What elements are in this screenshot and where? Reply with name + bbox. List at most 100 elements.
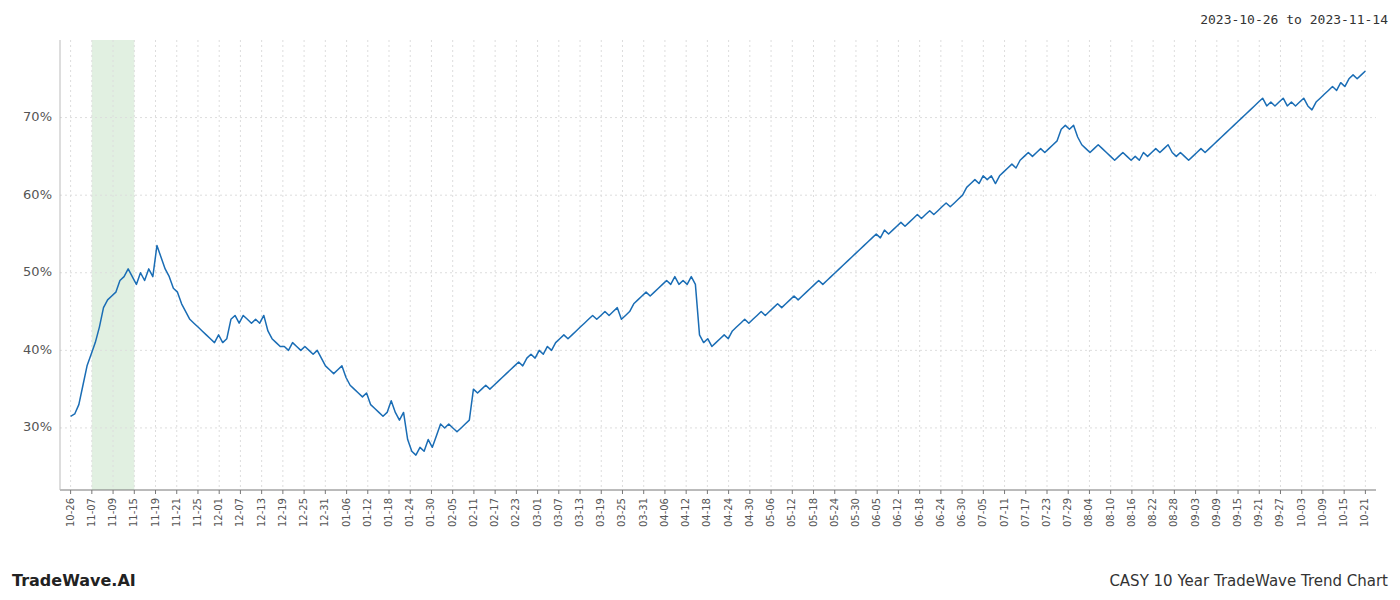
x-grid-line — [1301, 40, 1302, 490]
x-tick — [813, 490, 814, 494]
chart-container: 30%40%50%60%70%10-2611-0711-0911-1511-19… — [0, 0, 1400, 600]
x-grid-line — [1089, 40, 1090, 490]
x-grid-line — [962, 40, 963, 490]
x-tick — [1259, 490, 1260, 494]
x-tick — [686, 490, 687, 494]
x-tick — [282, 490, 283, 494]
x-grid-line — [91, 40, 92, 490]
x-grid-line — [134, 40, 135, 490]
x-tick — [1322, 490, 1323, 494]
x-grid-line — [367, 40, 368, 490]
x-tick-label: 12-31 — [319, 498, 330, 527]
x-tick-label: 02-23 — [510, 498, 521, 527]
x-tick — [410, 490, 411, 494]
x-tick-label: 07-05 — [977, 498, 988, 527]
x-tick-label: 12-13 — [256, 498, 267, 527]
x-tick — [537, 490, 538, 494]
x-tick-label: 11-09 — [107, 498, 118, 527]
x-grid-line — [176, 40, 177, 490]
x-tick — [728, 490, 729, 494]
line-group — [71, 71, 1366, 455]
y-grid-line — [60, 272, 1376, 273]
x-grid-line — [1047, 40, 1048, 490]
x-grid-line — [70, 40, 71, 490]
x-tick — [91, 490, 92, 494]
x-tick — [452, 490, 453, 494]
x-tick — [516, 490, 517, 494]
x-tick-label: 02-17 — [489, 498, 500, 527]
x-tick — [1068, 490, 1069, 494]
x-tick — [558, 490, 559, 494]
x-tick — [940, 490, 941, 494]
x-tick — [792, 490, 793, 494]
x-grid-line — [1238, 40, 1239, 490]
x-grid-line — [877, 40, 878, 490]
x-tick — [962, 490, 963, 494]
x-tick-label: 01-18 — [383, 498, 394, 527]
x-tick-label: 06-05 — [871, 498, 882, 527]
x-grid-line — [1131, 40, 1132, 490]
x-tick — [325, 490, 326, 494]
x-tick-label: 11-25 — [192, 498, 203, 527]
x-tick-label: 09-27 — [1274, 498, 1285, 527]
highlight-band — [92, 40, 134, 490]
x-tick-label: 08-22 — [1147, 498, 1158, 527]
y-tick-label: 30% — [23, 419, 52, 434]
x-tick — [1344, 490, 1345, 494]
x-tick-label: 04-12 — [680, 498, 691, 527]
x-grid-line — [113, 40, 114, 490]
x-tick-label: 03-25 — [616, 498, 627, 527]
x-tick — [983, 490, 984, 494]
x-grid-line — [219, 40, 220, 490]
x-grid-line — [1216, 40, 1217, 490]
x-grid-line — [813, 40, 814, 490]
y-grid-line — [60, 195, 1376, 196]
x-grid-line — [983, 40, 984, 490]
title: 2023-10-26 to 2023-11-14 — [1200, 12, 1388, 27]
x-grid-line — [580, 40, 581, 490]
x-grid-line — [537, 40, 538, 490]
y-tick-label: 50% — [23, 264, 52, 279]
x-grid-line — [1322, 40, 1323, 490]
x-tick-label: 07-11 — [999, 498, 1010, 527]
x-tick — [155, 490, 156, 494]
x-grid-line — [473, 40, 474, 490]
x-tick — [1301, 490, 1302, 494]
x-axis-line — [60, 490, 1376, 491]
x-tick — [749, 490, 750, 494]
x-tick-label: 07-29 — [1062, 498, 1073, 527]
x-grid-line — [792, 40, 793, 490]
x-grid-line — [1365, 40, 1366, 490]
x-grid-line — [1068, 40, 1069, 490]
x-grid-line — [855, 40, 856, 490]
x-grid-line — [282, 40, 283, 490]
x-grid-line — [431, 40, 432, 490]
x-grid-line — [558, 40, 559, 490]
x-tick-label: 03-19 — [595, 498, 606, 527]
x-tick — [431, 490, 432, 494]
x-tick-label: 03-01 — [532, 498, 543, 527]
x-tick-label: 05-12 — [786, 498, 797, 527]
x-tick — [134, 490, 135, 494]
x-tick-label: 09-21 — [1253, 498, 1264, 527]
highlight-group — [92, 40, 134, 490]
x-grid-line — [601, 40, 602, 490]
x-grid-line — [1110, 40, 1111, 490]
x-tick-label: 08-10 — [1105, 498, 1116, 527]
axes: 30%40%50%60%70%10-2611-0711-0911-1511-19… — [23, 40, 1376, 527]
x-grid-line — [452, 40, 453, 490]
x-tick — [473, 490, 474, 494]
x-tick-label: 12-07 — [234, 498, 245, 527]
x-grid-line — [919, 40, 920, 490]
x-tick — [1238, 490, 1239, 494]
x-tick — [1174, 490, 1175, 494]
y-grid-line — [60, 117, 1376, 118]
x-tick — [495, 490, 496, 494]
x-tick — [1195, 490, 1196, 494]
x-tick-label: 11-07 — [86, 498, 97, 527]
footer-left: TradeWave.AI — [12, 571, 136, 590]
x-tick — [240, 490, 241, 494]
x-tick-label: 08-28 — [1168, 498, 1179, 527]
x-tick-label: 11-15 — [128, 498, 139, 527]
x-tick — [176, 490, 177, 494]
